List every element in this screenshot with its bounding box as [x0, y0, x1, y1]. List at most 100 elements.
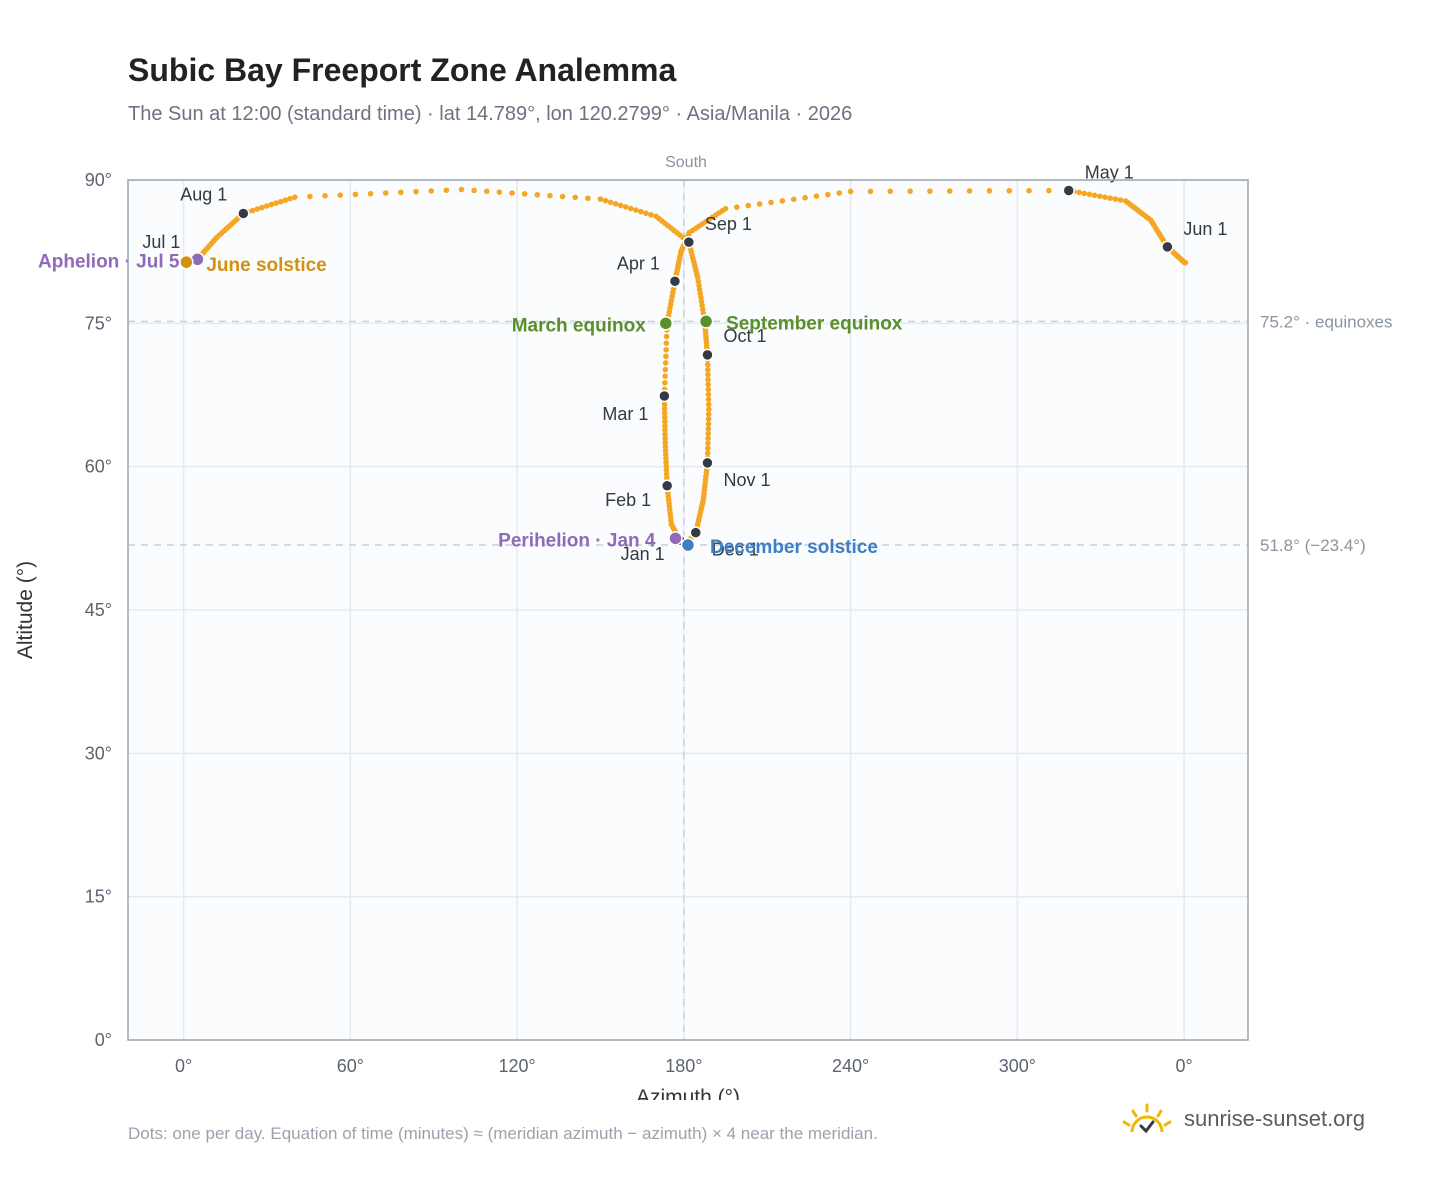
y-tick-label: 75°	[85, 313, 112, 333]
month-marker	[701, 348, 714, 362]
daily-sun-position	[249, 207, 256, 214]
daily-sun-position	[946, 188, 953, 194]
daily-sun-position	[662, 435, 668, 442]
reference-lines: 75.2° · equinoxes 51.8° (−23.4°)	[128, 180, 1393, 1040]
daily-sun-position	[1046, 187, 1052, 194]
daily-sun-position	[638, 208, 644, 215]
daily-sun-position	[1026, 187, 1032, 194]
daily-sun-position	[662, 427, 668, 433]
daily-sun-position	[662, 373, 668, 379]
daily-sun-position	[496, 189, 503, 195]
x-axis-label: Azimuth (°)	[636, 1086, 740, 1100]
month-marker	[658, 389, 671, 403]
footnote: Dots: one per day. Equation of time (min…	[128, 1124, 878, 1143]
daily-sun-position	[663, 353, 669, 360]
event-marker	[698, 314, 714, 329]
month-marker-label: Jun 1	[1183, 219, 1227, 239]
event-marker-label: September equinox	[726, 313, 903, 334]
x-tick-label: 0°	[1175, 1056, 1192, 1076]
daily-sun-position	[509, 190, 515, 196]
daily-sun-position	[734, 204, 740, 210]
reference-line-label: 51.8° (−23.4°)	[1260, 536, 1366, 555]
daily-sun-position	[413, 188, 419, 195]
daily-sun-position	[559, 193, 566, 200]
daily-sun-position	[547, 192, 553, 199]
x-tick-label: 180°	[665, 1056, 702, 1076]
month-marker-label: Aug 1	[180, 184, 227, 204]
daily-sun-position	[521, 191, 528, 197]
y-tick-label: 60°	[85, 457, 112, 477]
month-marker-label: Sep 1	[705, 214, 752, 234]
daily-sun-position	[633, 207, 639, 213]
brand-name[interactable]: sunrise-sunset.org	[1184, 1106, 1365, 1131]
daily-sun-position	[662, 418, 668, 425]
daily-sun-position	[263, 203, 270, 209]
y-axis-label: Altitude (°)	[14, 561, 37, 659]
daily-sun-position	[825, 191, 831, 198]
daily-sun-position	[483, 188, 490, 195]
daily-sun-position	[648, 211, 654, 218]
daily-sun-position	[704, 450, 711, 456]
month-marker-label: May 1	[1085, 163, 1134, 183]
daily-sun-position	[1081, 190, 1088, 197]
daily-sun-position	[1091, 192, 1098, 199]
month-marker	[660, 479, 674, 493]
daily-sun-position	[273, 200, 279, 206]
daily-sun-position	[661, 410, 668, 416]
event-marker-label: Aphelion · Jul 5	[38, 251, 180, 272]
daily-sun-position	[627, 205, 634, 212]
daily-sun-position	[779, 198, 786, 204]
x-axis-ticks: 0° 60° 120° 180° 240° 300° 0°	[175, 1056, 1193, 1076]
daily-sun-position	[927, 188, 933, 194]
south-label: South	[665, 154, 707, 171]
daily-sun-position	[663, 333, 670, 340]
event-marker	[680, 537, 696, 553]
x-tick-label: 300°	[999, 1056, 1036, 1076]
daily-sun-position	[662, 366, 669, 373]
chart-subtitle: The Sun at 12:00 (standard time) · lat 1…	[128, 103, 853, 125]
reference-line-label: 75.2° · equinoxes	[1260, 312, 1393, 331]
daily-sun-position	[662, 360, 669, 366]
y-tick-label: 0°	[95, 1030, 112, 1050]
sun-logo-icon	[1122, 1103, 1172, 1134]
daily-sun-position	[813, 193, 820, 199]
daily-sun-position	[705, 386, 712, 393]
daily-sun-position	[705, 421, 712, 427]
daily-sun-position	[291, 194, 298, 200]
daily-sun-position	[1117, 197, 1124, 203]
month-marker	[689, 526, 703, 539]
daily-sun-position	[1107, 195, 1113, 201]
daily-sun-position	[458, 186, 465, 193]
brand[interactable]: sunrise-sunset.org	[1120, 1102, 1365, 1136]
daily-sun-position	[352, 191, 359, 198]
daily-sun-position	[705, 396, 712, 403]
x-tick-label: 120°	[498, 1056, 535, 1076]
daily-sun-position	[254, 206, 261, 212]
daily-sun-position	[756, 201, 763, 207]
daily-sun-position	[367, 190, 374, 197]
daily-sun-position	[705, 435, 711, 442]
daily-sun-position	[622, 204, 629, 210]
chart-title: Subic Bay Freeport Zone Analemma	[128, 52, 677, 88]
month-marker-label: Oct 1	[723, 326, 766, 346]
daily-sun-position	[986, 188, 993, 194]
daily-sun-position	[268, 201, 275, 208]
event-marker-label: Perihelion · Jan 4	[498, 530, 656, 551]
daily-sun-position	[704, 361, 711, 368]
event-marker-label: March equinox	[512, 315, 647, 336]
daily-sun-position	[705, 381, 712, 388]
daily-sun-position	[428, 188, 434, 194]
event-marker	[668, 531, 683, 546]
daily-sun-position	[705, 445, 711, 452]
analemma-chart: 75.2° · equinoxes 51.8° (−23.4°) South Ja…	[14, 154, 1393, 1100]
daily-sun-position	[663, 346, 669, 353]
daily-sun-position	[661, 401, 668, 408]
y-tick-label: 15°	[85, 887, 112, 907]
daily-sun-position	[1102, 194, 1108, 200]
daily-sun-position	[705, 440, 711, 447]
event-marker	[179, 254, 194, 270]
daily-sun-position	[382, 190, 389, 196]
daily-sun-position	[602, 197, 609, 204]
daily-sun-position	[471, 187, 477, 194]
daily-sun-position	[662, 431, 668, 438]
